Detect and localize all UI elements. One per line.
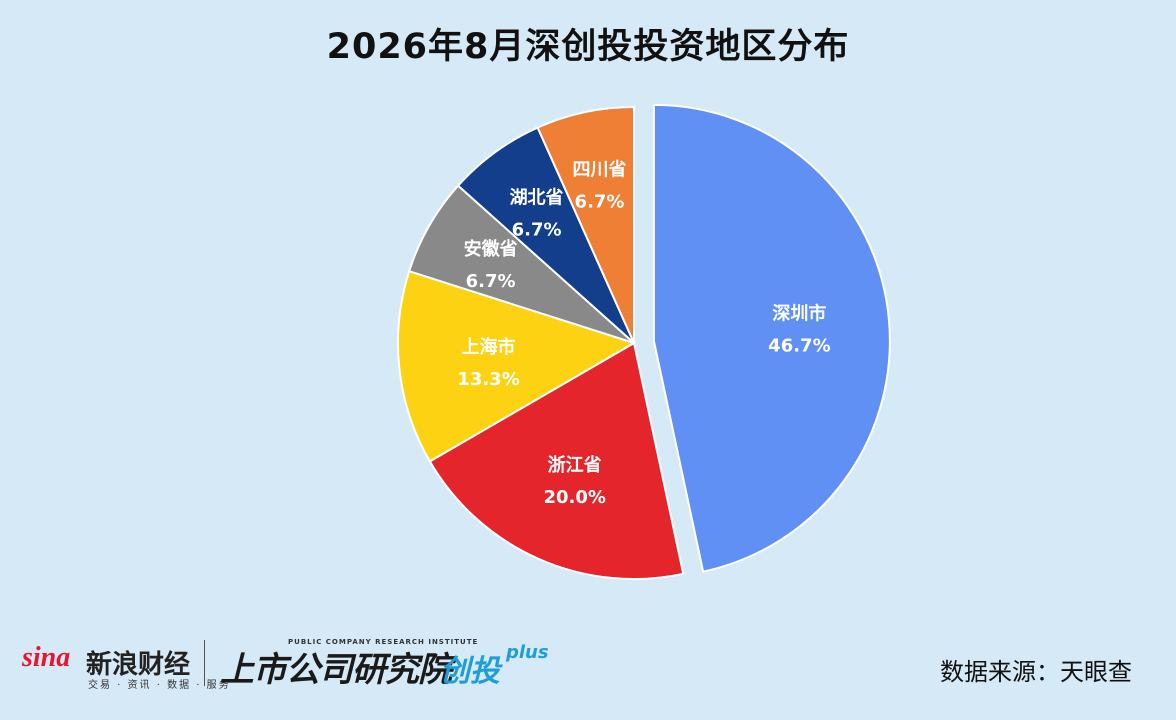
slice-category-label-4: 湖北省 [510,187,564,209]
slice-value-label-1: 20.0% [543,487,605,508]
pie-slice-0 [652,103,891,573]
pie-labels: 深圳市46.7%浙江省20.0%上海市13.3%安徽省6.7%湖北省6.7%四川… [457,158,830,507]
chuangtou-plus: plus [506,642,549,663]
slice-value-label-5: 6.7% [575,191,625,212]
slice-category-label-5: 四川省 [573,158,627,180]
pie-slices [397,103,891,580]
slice-value-label-4: 6.7% [512,220,562,241]
footer-logos: sina 新浪财经 交易 · 资讯 · 数据 · 服务 PUBLIC COMPA… [22,638,582,691]
institute-english-name: PUBLIC COMPANY RESEARCH INSTITUTE [288,638,479,646]
pie-slice-5 [536,105,635,344]
slice-category-label-0: 深圳市 [772,303,826,325]
pie-slice-1 [428,341,685,580]
sina-logo-name: 新浪财经 [86,650,191,680]
chart-title: 2026年8月深创投投资地区分布 [326,27,850,67]
sina-logo-mark: sina [22,642,71,673]
slice-value-label-0: 46.7% [768,336,830,357]
pie-slice-2 [397,269,637,463]
data-source: 数据来源：天眼查 [940,658,1132,686]
slice-value-label-2: 13.3% [457,369,519,390]
institute-logo-name: 上市公司研究院 [220,650,452,690]
slice-category-label-2: 上海市 [462,336,516,358]
logo-divider [204,640,205,686]
sina-logo-tagline: 交易 · 资讯 · 数据 · 服务 [88,680,231,691]
chuangtou-brand: 创投 [440,654,500,689]
slice-value-label-3: 6.7% [466,271,516,292]
slice-category-label-1: 浙江省 [548,454,602,476]
slice-category-label-3: 安徽省 [464,238,518,260]
